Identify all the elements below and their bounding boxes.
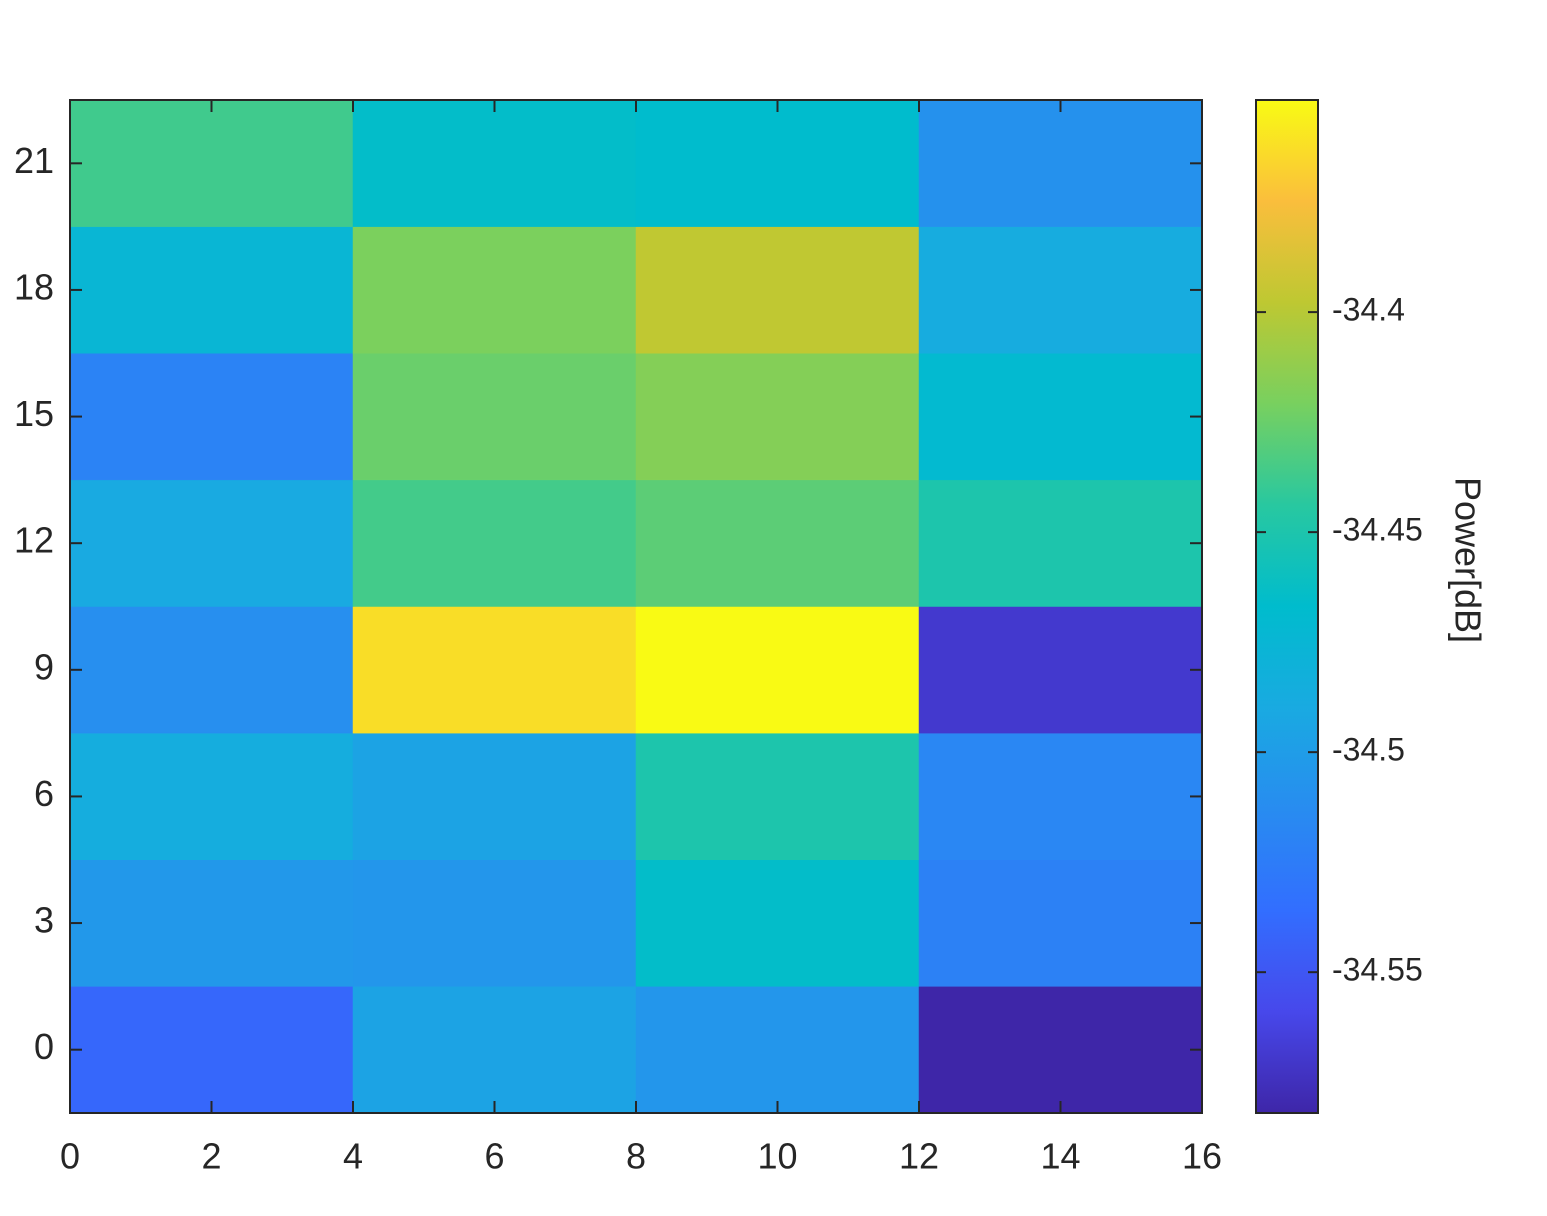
colorbar-tick-label: -34.5 [1332,732,1405,768]
heatmap-cell [635,99,920,227]
y-tick-label: 15 [14,393,54,434]
y-tick-label: 18 [14,266,54,307]
heatmap-cell [635,606,920,734]
heatmap-cell [352,732,637,860]
x-tick-label: 4 [343,1136,363,1177]
x-tick-label: 0 [60,1136,80,1177]
heatmap-cell [69,859,354,987]
y-tick-label: 3 [34,900,54,941]
colorbar-tick-label: -34.55 [1332,952,1423,988]
x-tick-label: 14 [1040,1136,1080,1177]
heatmap-cell [635,353,920,481]
heatmap-cell [635,986,920,1114]
heatmap-cell [635,732,920,860]
heatmap-cell [69,986,354,1114]
colorbar-label: Power[dB] [1447,477,1488,643]
heatmap-cell [918,859,1203,987]
y-tick-label: 12 [14,520,54,561]
heatmap-cell [918,99,1203,227]
heatmap-cell [69,353,354,481]
x-tick-label: 10 [757,1136,797,1177]
x-tick-label: 16 [1182,1136,1222,1177]
heatmap-cell [352,99,637,227]
heatmap-cell [352,226,637,354]
x-tick-label: 12 [899,1136,939,1177]
heatmap-cell [352,353,637,481]
heatmap-cell [352,986,637,1114]
heatmap-cell [69,99,354,227]
heatmap-cell [918,479,1203,607]
heatmap-cell [69,226,354,354]
heatmap-cell [69,732,354,860]
heatmap-cell [635,859,920,987]
colorbar-tick-label: -34.45 [1332,512,1423,548]
heatmap-cell [918,353,1203,481]
heatmap-cell [635,226,920,354]
heatmap-cell [69,479,354,607]
heatmap-cell [352,859,637,987]
heatmap-cell [69,606,354,734]
heatmap-cell [918,732,1203,860]
heatmap-cell [918,986,1203,1114]
heatmap-cell [918,226,1203,354]
y-tick-label: 6 [34,773,54,814]
x-tick-label: 6 [484,1136,504,1177]
colorbar-tick-label: -34.4 [1332,292,1405,328]
x-tick-label: 2 [201,1136,221,1177]
heatmap-cell [352,479,637,607]
heatmap-cell [635,479,920,607]
heatmap-cell [352,606,637,734]
x-tick-label: 8 [626,1136,646,1177]
colorbar [1255,99,1319,1114]
heatmap-cell [918,606,1203,734]
y-tick-label: 21 [14,140,54,181]
y-tick-label: 0 [34,1026,54,1067]
y-tick-label: 9 [34,646,54,687]
